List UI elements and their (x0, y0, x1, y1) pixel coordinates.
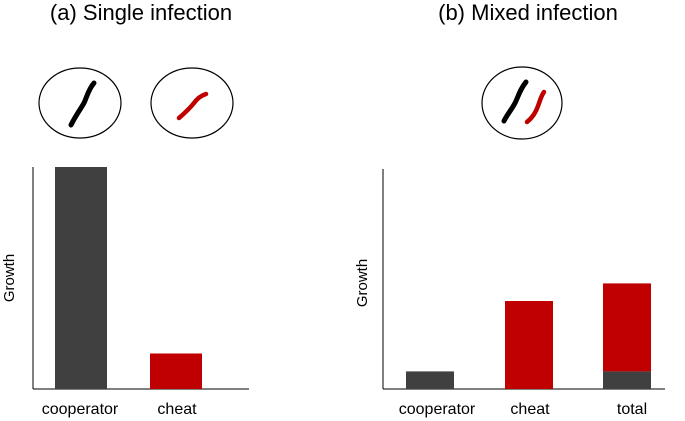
strain-icon (68, 80, 97, 128)
strain-icon (176, 91, 209, 121)
bar-segment (406, 371, 454, 389)
y-axis-label: Growth (354, 259, 371, 307)
x-tick-label: cheat (510, 401, 550, 418)
x-tick-label: cheat (157, 401, 197, 418)
x-tick-label: cooperator (399, 401, 476, 418)
x-tick-label: total (617, 401, 647, 418)
bar (55, 167, 107, 389)
bar-segment (505, 301, 553, 389)
cell-icon (150, 67, 234, 139)
bar (150, 353, 202, 389)
bar-segment (603, 283, 651, 372)
cell-icon (38, 67, 122, 139)
panel-b-title: (b) Mixed infection (438, 0, 618, 25)
icons (38, 66, 563, 140)
strain-icon (524, 89, 547, 125)
x-tick-label: cooperator (42, 401, 119, 418)
panel-a-title: (a) Single infection (50, 0, 232, 25)
strain-icon (501, 79, 529, 124)
cell-icon (481, 66, 563, 140)
y-axis-label: Growth (1, 254, 18, 302)
bar-segment (603, 371, 651, 389)
